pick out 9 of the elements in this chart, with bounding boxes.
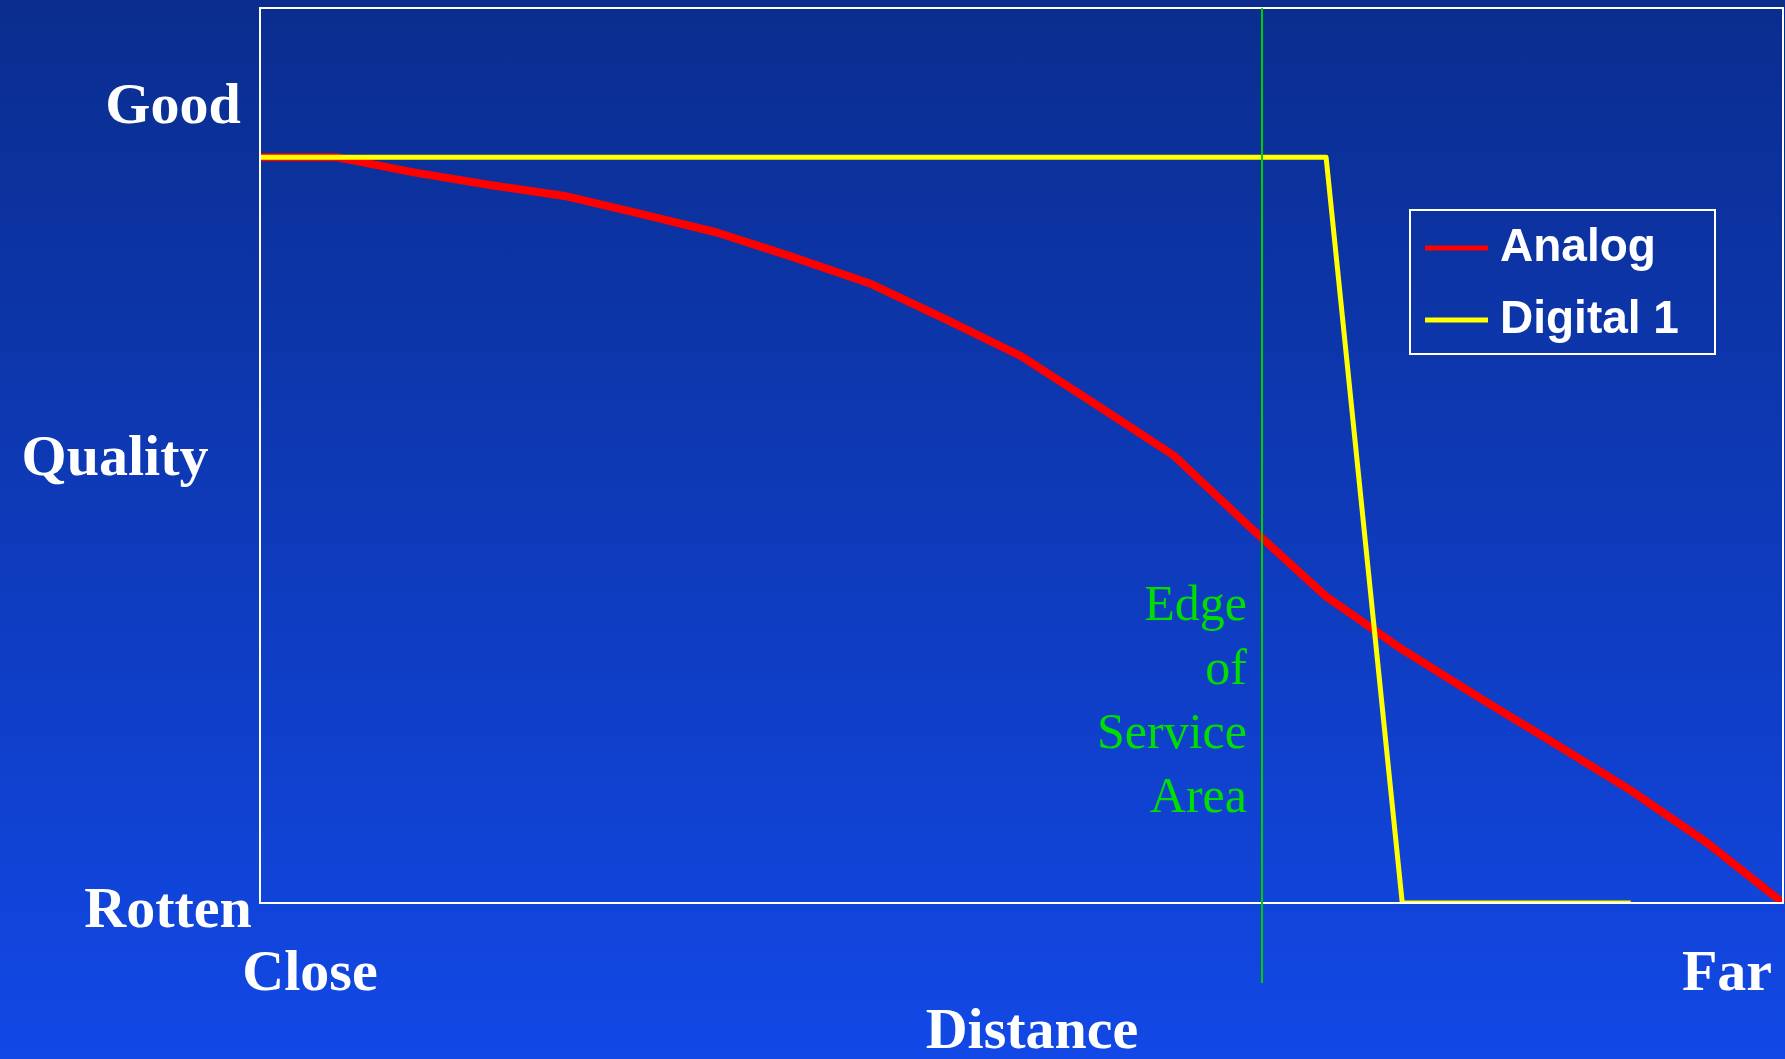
text: Far [1681,937,1773,1003]
text: Close [242,937,378,1003]
legend-label: Analog [1500,218,1656,271]
text: Rotten [84,874,252,940]
y-axis-title: Quality [21,422,209,488]
legend-label: Digital 1 [1500,290,1679,343]
annotation: Edge of Service Area [1097,575,1248,823]
x-axis-title: Distance [925,995,1139,1059]
text: Good [105,70,241,136]
